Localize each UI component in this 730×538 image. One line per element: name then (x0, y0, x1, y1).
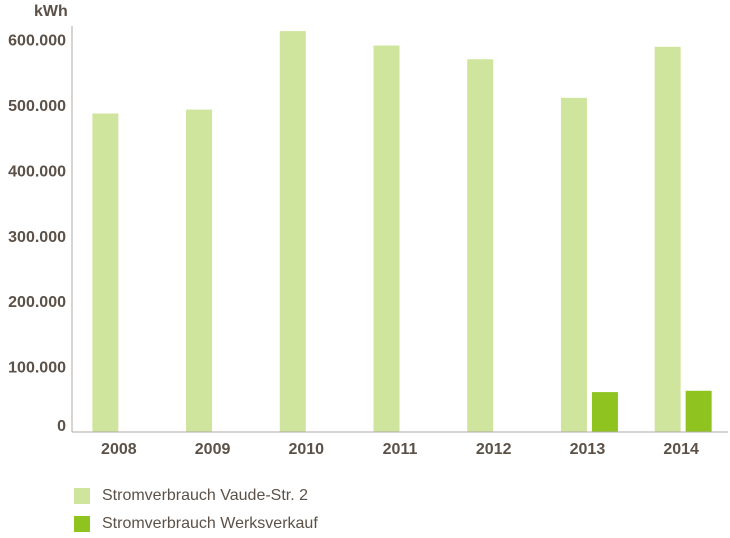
bar-vaude-2009 (186, 109, 213, 432)
bar-vaude-2011 (373, 45, 400, 432)
x-tick-label: 2014 (663, 441, 699, 458)
y-tick-label: 0 (57, 418, 66, 435)
legend-swatch-werksverkauf (74, 516, 90, 532)
bar-vaude-2013 (560, 97, 587, 433)
bar-vaude-2010 (279, 31, 306, 432)
legend-swatch-vaude (74, 488, 90, 504)
bar-werksverkauf-2014 (685, 390, 712, 432)
bar-vaude-2012 (467, 59, 494, 432)
x-tick-label: 2013 (570, 441, 606, 458)
y-tick-label: 500.000 (8, 98, 66, 115)
y-tick-label: 200.000 (8, 294, 66, 311)
y-axis-ticks: 0 100.000 200.000 300.000 400.000 500.000 600.… (8, 33, 66, 435)
legend: Stromverbrauch Vaude-Str. 2 Stromverbrau… (74, 482, 318, 538)
legend-label-vaude: Stromverbrauch Vaude-Str. 2 (102, 487, 309, 504)
bar-vaude-2008 (92, 113, 119, 433)
y-tick-label: 400.000 (8, 163, 66, 180)
y-tick-label: 600.000 (8, 33, 66, 50)
y-axis-unit-label: kWh (34, 3, 68, 20)
x-tick-label: 2010 (288, 441, 324, 458)
legend-item-vaude: Stromverbrauch Vaude-Str. 2 (74, 482, 318, 510)
x-tick-label: 2011 (383, 441, 418, 458)
x-tick-label: 2008 (101, 441, 137, 458)
legend-label-werksverkauf: Stromverbrauch Werksverkauf (102, 515, 318, 532)
bars (92, 31, 712, 433)
bar-werksverkauf-2013 (591, 392, 618, 432)
y-tick-label: 300.000 (8, 229, 66, 246)
x-axis-ticks: 2008 2009 2010 2011 2012 2013 2014 (101, 441, 699, 458)
bar-vaude-2014 (654, 46, 681, 433)
legend-item-werksverkauf: Stromverbrauch Werksverkauf (74, 510, 318, 538)
x-tick-label: 2009 (195, 441, 231, 458)
y-tick-label: 100.000 (8, 360, 66, 377)
x-tick-label: 2012 (476, 441, 512, 458)
